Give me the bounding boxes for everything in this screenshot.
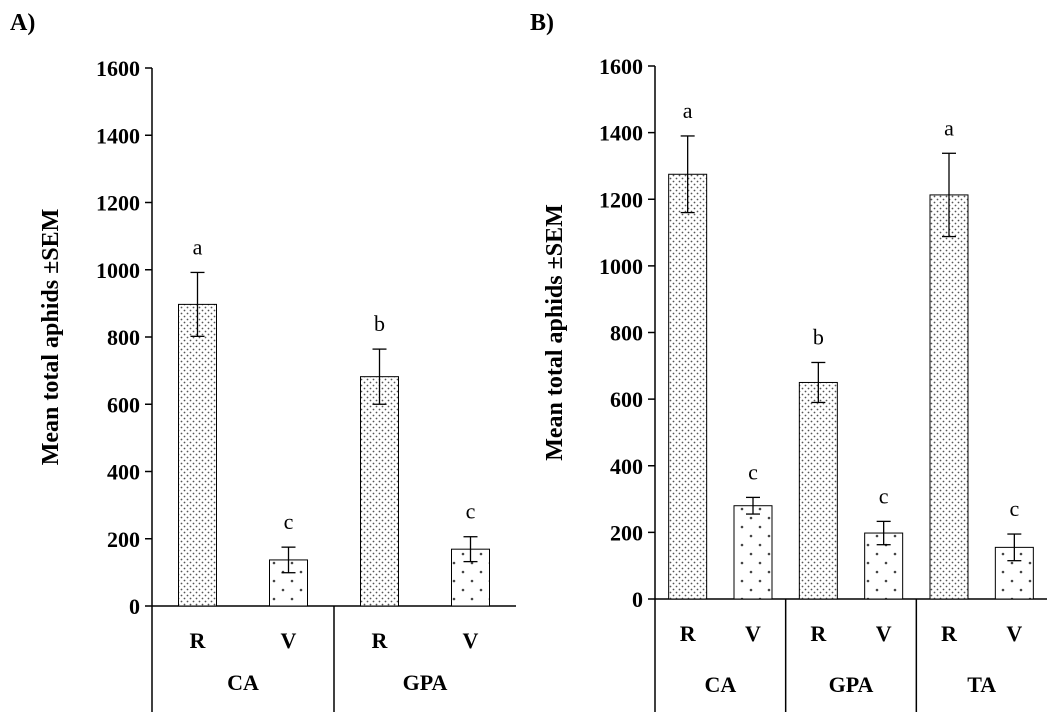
panel-a-category-label: V: [281, 628, 297, 653]
panel-b-group-label: GPA: [829, 672, 874, 697]
panel-b-y-tick-label: 0: [632, 587, 643, 612]
panel-b-bar-ca-r: [668, 173, 708, 600]
panel-a-y-tick-label: 600: [107, 392, 140, 417]
panel-a-y-tick-label: 800: [107, 325, 140, 350]
panel-a-category-label: R: [372, 628, 389, 653]
panel-a-significance-letter: c: [466, 499, 476, 524]
panel-b-significance-letter: c: [1009, 496, 1019, 521]
panel-b-group-label: CA: [704, 672, 736, 697]
panel-a-category-label: V: [463, 628, 479, 653]
panel-b-y-tick-label: 1200: [599, 187, 643, 212]
panel-b-y-tick-label: 1600: [599, 54, 643, 79]
panel-b-significance-letter: a: [944, 115, 954, 140]
panel-a-y-axis-label: Mean total aphids ±SEM: [38, 209, 64, 466]
panel-a-label: A): [10, 10, 35, 36]
panel-b-significance-letter: c: [879, 483, 889, 508]
panel-b-bar-ta-r: [929, 194, 969, 600]
panel-b-category-label: V: [876, 621, 892, 646]
panel-a-bar-ca-v: [269, 559, 308, 607]
panel-a-bar-ca-r: [178, 303, 217, 607]
panel-a-y-tick-label: 0: [129, 594, 140, 619]
panel-b-category-label: R: [680, 621, 697, 646]
panel-b-significance-letter: c: [748, 459, 758, 484]
panel-b-y-tick-label: 600: [610, 387, 643, 412]
panel-b-y-axis-label: Mean total aphids ±SEM: [542, 204, 568, 461]
panel-a-y-tick-label: 400: [107, 460, 140, 485]
panel-b-y-tick-label: 400: [610, 454, 643, 479]
panel-a-group-label: GPA: [403, 670, 448, 695]
panel-b-significance-letter: b: [813, 324, 824, 349]
panel-b-group-label: TA: [967, 672, 996, 697]
panel-b-bar-gpa-r: [798, 381, 838, 600]
panel-b-y-tick-label: 200: [610, 520, 643, 545]
panel-a-chart: A) Mean total aphids ±SEM 0 200 400 600 800 100…: [10, 10, 516, 712]
panel-b-category-label: R: [941, 621, 958, 646]
panel-b-label: B): [530, 10, 554, 36]
panel-a-category-label: R: [190, 628, 207, 653]
panel-a-y-tick-label: 200: [107, 527, 140, 552]
panel-a-significance-letter: a: [193, 234, 203, 259]
panel-b-category-label: V: [745, 621, 761, 646]
panel-a-significance-letter: c: [284, 509, 294, 534]
panel-b-y-tick-label: 1000: [599, 254, 643, 279]
panel-b-significance-letter: a: [683, 98, 693, 123]
panel-b-y-tick-label: 1400: [599, 121, 643, 146]
panel-b-bar-ca-v: [733, 505, 773, 600]
panel-a-y-tick-label: 1400: [96, 123, 140, 148]
panel-b-y-tick-label: 800: [610, 321, 643, 346]
panel-a-y-tick-label: 1200: [96, 191, 140, 216]
panel-a-bar-gpa-r: [360, 376, 399, 607]
panel-a-group-label: CA: [227, 670, 259, 695]
panel-a-y-tick-label: 1600: [96, 56, 140, 81]
panel-b-chart: B) Mean total aphids ±SEM 0 200 400 600 800 100…: [530, 10, 1047, 712]
panel-a-y-tick-label: 1000: [96, 258, 140, 283]
panel-b-category-label: V: [1006, 621, 1022, 646]
panel-b-category-label: R: [810, 621, 827, 646]
panel-a-significance-letter: b: [374, 311, 385, 336]
